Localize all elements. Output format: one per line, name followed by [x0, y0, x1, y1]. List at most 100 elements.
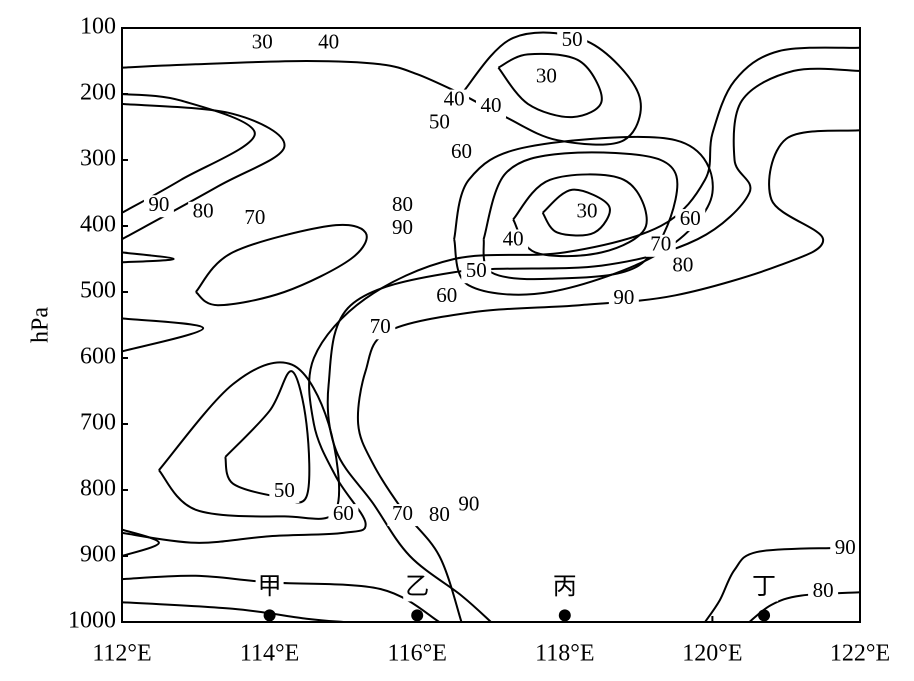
contour-line — [195, 223, 368, 307]
station-label: 甲 — [258, 574, 282, 600]
contour-label-bg — [667, 255, 698, 278]
contour-label-bg — [608, 288, 639, 311]
contour-label: 70 — [392, 501, 413, 525]
contour-label-bg — [365, 317, 396, 340]
contour-label-bg — [431, 286, 462, 309]
contour-label-bg — [387, 218, 418, 241]
y-tick-label: 100 — [80, 14, 116, 40]
contour-label: 30 — [252, 30, 273, 54]
station-label-bg — [750, 575, 779, 602]
contour-label-bg — [328, 504, 359, 527]
contour-label-bg — [461, 261, 492, 284]
contour-label: 90 — [392, 215, 413, 239]
contour-label-bg — [645, 234, 676, 257]
contour-line — [541, 188, 611, 237]
contour-label-bg — [247, 32, 278, 55]
contour-label-bg — [269, 480, 300, 503]
contour-label: 50 — [562, 27, 583, 51]
y-tick-label: 600 — [80, 344, 116, 370]
x-tick-label: 120°E — [682, 641, 742, 667]
station-label: 丙 — [553, 574, 577, 600]
y-tick-label: 900 — [80, 542, 116, 568]
contour-label-bg — [498, 229, 529, 252]
contour-label-bg — [387, 504, 418, 527]
contour-label: 30 — [536, 63, 557, 87]
contour-line — [453, 135, 714, 296]
contour-label: 40 — [444, 86, 465, 110]
y-tick-label: 500 — [80, 278, 116, 304]
contour-label-bg — [143, 195, 174, 218]
contour-label: 70 — [370, 314, 391, 338]
station-dot — [758, 609, 771, 622]
contour-line — [460, 31, 642, 146]
contour-line — [512, 173, 648, 258]
contour-label: 80 — [813, 578, 834, 602]
contour-label-bg — [571, 201, 602, 224]
contour-line — [121, 59, 462, 95]
y-tick-label: 300 — [80, 146, 116, 172]
contour-label: 60 — [436, 283, 457, 307]
station-label-bg — [403, 575, 432, 602]
contour-line — [121, 601, 344, 623]
contour-label-bg — [830, 538, 861, 561]
contour-line — [121, 317, 205, 353]
x-tick-label: 118°E — [535, 641, 594, 667]
contour-label-bg — [808, 581, 839, 604]
station-dot — [411, 609, 424, 622]
contour-label-bg — [188, 201, 219, 224]
contour-line — [121, 528, 160, 557]
x-tick-label: 122°E — [830, 641, 890, 667]
contour-lines — [121, 31, 861, 623]
y-tick-label: 800 — [80, 476, 116, 502]
contour-label: 70 — [650, 232, 671, 256]
x-tick-label: 112°E — [92, 641, 151, 667]
plot-frame — [121, 27, 861, 623]
contour-label-bg — [313, 32, 344, 55]
contour-label: 40 — [503, 226, 524, 250]
contour-label: 90 — [148, 192, 169, 216]
contour-line — [121, 102, 286, 241]
contour-label-bg — [675, 209, 706, 232]
contour-label: 80 — [193, 199, 214, 223]
contour-label: 90 — [835, 535, 856, 559]
contour-line — [121, 251, 175, 264]
contour-label: 80 — [392, 192, 413, 216]
y-tick-label: 1000 — [68, 608, 116, 634]
contour-line — [224, 370, 311, 504]
station-label-bg — [550, 575, 579, 602]
y-axis-label: hPa — [28, 307, 54, 343]
contour-label-bg — [557, 30, 588, 53]
contour-label: 50 — [429, 110, 450, 134]
contour-label: 90 — [458, 492, 479, 516]
contour-label: 60 — [680, 206, 701, 230]
contour-label: 80 — [672, 253, 693, 277]
y-tick-label: 200 — [80, 80, 116, 106]
contour-line — [158, 361, 341, 520]
contour-label-bg — [387, 195, 418, 218]
contour-label: 60 — [333, 501, 354, 525]
contour-label-bg — [531, 66, 562, 89]
contour-label: 50 — [274, 478, 295, 502]
contour-label: 40 — [481, 93, 502, 117]
y-tick-label: 400 — [80, 212, 116, 238]
contour-label-bg — [239, 208, 270, 231]
x-tick-label: 114°E — [240, 641, 299, 667]
contour-line — [121, 93, 256, 214]
y-tick-label: 700 — [80, 410, 116, 436]
contour-label: 90 — [613, 285, 634, 309]
contour-label: 50 — [466, 258, 487, 282]
contour-label: 30 — [576, 199, 597, 223]
x-tick-label: 116°E — [388, 641, 447, 667]
contour-line — [121, 46, 861, 544]
contour-label-bg — [424, 112, 455, 135]
station-dot — [558, 609, 571, 622]
contour-label-bg — [446, 142, 477, 165]
contour-label-bg — [424, 505, 455, 528]
contour-label: 80 — [429, 502, 450, 526]
station-label: 乙 — [405, 574, 429, 600]
station-dot — [263, 609, 276, 622]
contour-label-bg — [453, 494, 484, 517]
contour-label-bg — [476, 96, 506, 119]
